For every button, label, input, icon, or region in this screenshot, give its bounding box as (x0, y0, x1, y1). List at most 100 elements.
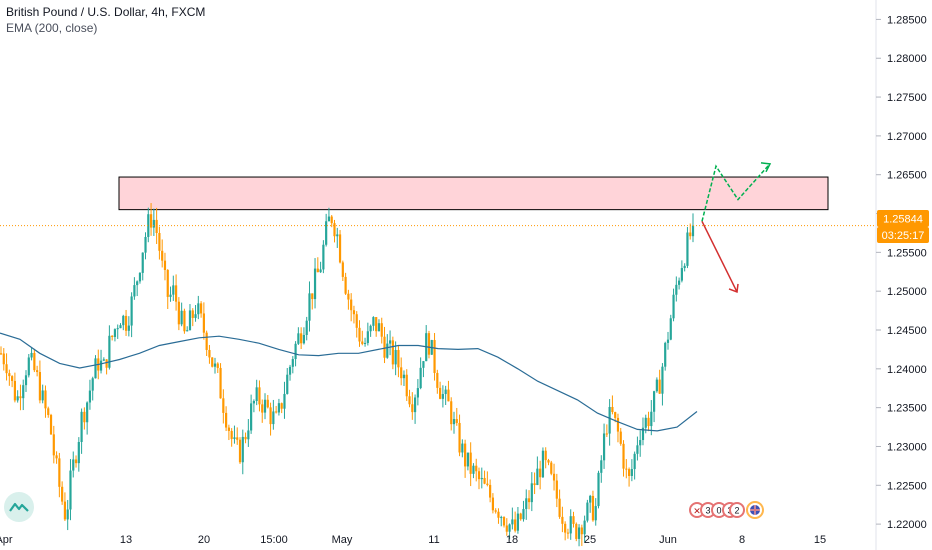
resistance-zone[interactable] (118, 176, 829, 211)
candle-body (325, 221, 328, 245)
event-marker[interactable]: 2 (729, 502, 745, 518)
ema-line[interactable] (0, 332, 698, 432)
candle-body (252, 400, 255, 404)
candle-body (0, 353, 3, 355)
candle-body (541, 450, 545, 478)
bullish-projection-arrow[interactable] (701, 163, 771, 222)
candle-body (222, 398, 225, 413)
price-tick-label: 1.24500 (887, 325, 927, 337)
candle-body (530, 483, 533, 503)
candle-body (516, 513, 520, 531)
candle-body (639, 440, 642, 446)
candle-body (497, 511, 500, 518)
economic-events[interactable]: ✕ 3 0 3 2 (689, 501, 764, 519)
candle-body (439, 387, 442, 399)
candle-body (313, 268, 317, 300)
time-tick-label: 25 (584, 534, 596, 546)
time-axis[interactable]: Apr 13 20 15:00 May 11 18 25 Jun 8 15 (0, 534, 826, 546)
candle-body (363, 342, 367, 344)
candle-body (72, 459, 75, 471)
candle-body (614, 412, 617, 418)
candle-body (589, 495, 592, 503)
candle-body (44, 390, 47, 409)
candle-body (49, 414, 53, 435)
time-tick-label: Jun (659, 534, 677, 546)
time-tick-label: 15:00 (260, 534, 288, 546)
candle-body (58, 458, 61, 487)
candle-body (447, 389, 450, 402)
candle-body (336, 234, 339, 237)
candle-body (55, 455, 58, 459)
candle-body (294, 343, 297, 360)
candle-body (158, 232, 161, 251)
candle-body (199, 303, 203, 314)
svg-text:✕: ✕ (693, 506, 701, 516)
candle-body (283, 393, 286, 409)
candle-body (566, 532, 570, 534)
candle-body (577, 527, 581, 539)
candle-body (555, 480, 558, 499)
candle-body (208, 349, 211, 358)
candle-body (322, 244, 325, 270)
candle-body (502, 517, 506, 526)
event-marker[interactable]: 0 (711, 502, 727, 518)
candle-body (127, 325, 130, 331)
flag-icon[interactable] (746, 501, 764, 519)
candle-body (444, 389, 447, 395)
candle-body (372, 317, 375, 326)
candle-body (550, 462, 553, 474)
price-tick-label: 1.26500 (887, 170, 927, 182)
candle-body (641, 427, 645, 441)
candle-body (27, 357, 30, 376)
bullish-arrowhead (760, 162, 772, 173)
candle-body (375, 317, 378, 332)
candle-body (216, 363, 219, 368)
price-axis-panel[interactable] (876, 0, 932, 550)
candle-body (369, 325, 372, 332)
price-badges: 1.25844 03:25:17 (877, 210, 929, 243)
candle-body (469, 452, 472, 474)
symbol-title[interactable]: British Pound / U.S. Dollar, 4h, FXCM (6, 5, 206, 19)
candle-body (361, 341, 364, 344)
candle-body (144, 236, 147, 253)
candle-body (630, 469, 633, 476)
candle-body (330, 216, 333, 224)
candle-body (316, 268, 319, 273)
bearish-projection-arrow[interactable] (701, 220, 738, 293)
candle-body (600, 460, 603, 473)
candle-body (41, 390, 44, 401)
candle-body (155, 219, 158, 233)
candle-body (402, 374, 406, 379)
candle-body (163, 260, 167, 271)
candle-body (441, 394, 444, 399)
candle-body (658, 379, 661, 394)
candle-body (366, 331, 369, 343)
candle-body (625, 468, 628, 470)
candle-body (689, 232, 692, 237)
price-tick-label: 1.25500 (887, 247, 927, 259)
indicator-label[interactable]: EMA (200, close) (6, 21, 98, 35)
candle-body (308, 293, 311, 321)
candle-body (475, 465, 478, 472)
candle-body (30, 352, 33, 358)
candle-body (83, 411, 86, 423)
price-tick-label: 1.24000 (887, 364, 927, 376)
candle-body (680, 268, 683, 281)
candle-body (77, 441, 80, 464)
candle-body (211, 357, 214, 367)
last-price-text: 1.25844 (883, 214, 923, 226)
candle-body (505, 525, 508, 532)
candle-body (94, 358, 97, 379)
candle-body (519, 513, 522, 520)
tradingview-logo-icon[interactable] (4, 492, 34, 522)
candle-body (608, 406, 611, 434)
candle-body (350, 299, 353, 311)
candle-body (633, 453, 636, 470)
candle-body (172, 285, 175, 295)
candle-body (88, 390, 92, 403)
price-tick-label: 1.23000 (887, 441, 927, 453)
candle-body (500, 517, 503, 519)
candle-body (344, 276, 347, 294)
candle-body (511, 519, 514, 525)
